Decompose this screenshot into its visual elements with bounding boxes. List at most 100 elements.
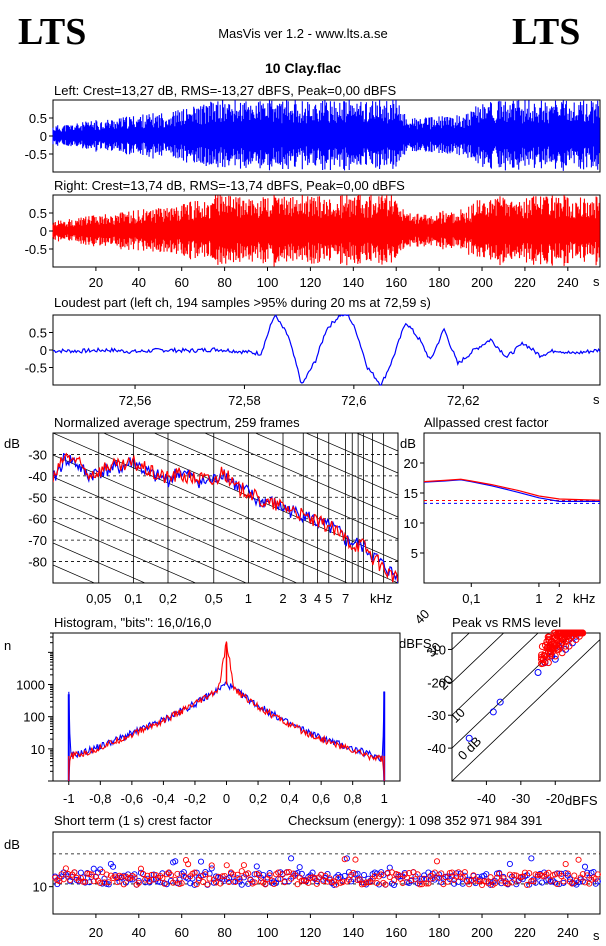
spectrum-slope-line — [305, 433, 398, 474]
x-tick-label: 100 — [257, 275, 279, 290]
scatter-point — [406, 870, 413, 877]
scatter-point — [313, 880, 320, 887]
x-tick-label: 0,2 — [249, 791, 267, 806]
scatter-point — [82, 878, 89, 885]
scatter-point — [556, 881, 563, 888]
waveform-signal — [52, 100, 600, 171]
scatter-point — [309, 869, 316, 876]
scatter-point — [544, 643, 552, 651]
scatter-point — [345, 876, 353, 883]
scatter-point — [131, 874, 138, 881]
scatter-point — [534, 872, 541, 879]
y-tick-label: 0 — [40, 343, 47, 358]
short-term-title: Short term (1 s) crest factor — [54, 813, 213, 828]
scatter-point — [180, 872, 187, 879]
spectrum-left-line — [53, 452, 398, 583]
short-term-ylabel: dB — [4, 837, 20, 852]
x-tick-label: 1 — [381, 791, 388, 806]
x-tick-label: 160 — [385, 275, 407, 290]
app-title: MasVis ver 1.2 - www.lts.a.se — [218, 26, 388, 41]
x-tick-label: 160 — [385, 925, 407, 940]
scatter-point — [391, 877, 398, 884]
crest-frame — [423, 432, 601, 584]
scatter-point — [110, 863, 117, 870]
scatter-point — [431, 869, 438, 876]
scatter-point — [489, 708, 497, 716]
peak-rms-ylabel: dBFS — [399, 636, 432, 651]
scatter-point — [208, 862, 215, 869]
scatter-point — [584, 872, 591, 879]
scatter-point — [373, 880, 380, 887]
spectrum-slope-line — [53, 609, 398, 759]
scatter-point — [354, 870, 361, 877]
scatter-point — [64, 870, 72, 878]
scatter-point — [161, 880, 168, 887]
x-tick-label: 140 — [342, 925, 364, 940]
scatter-point — [581, 863, 589, 870]
scatter-point — [360, 871, 368, 879]
y-tick-label: -40 — [427, 741, 446, 756]
crest-diagonal-label: 0 dB — [455, 733, 485, 763]
x-tick-label: -30 — [511, 791, 530, 806]
x-tick-label: 1 — [245, 591, 252, 606]
scatter-point — [172, 876, 179, 883]
y-tick-label: 0 — [40, 129, 47, 144]
y-tick-label: -10 — [427, 642, 446, 657]
scatter-point — [504, 880, 511, 887]
spectrum-right-line — [53, 452, 398, 583]
scatter-point — [547, 877, 554, 884]
scatter-point — [483, 871, 490, 878]
x-tick-label: 140 — [342, 275, 364, 290]
scatter-point — [230, 878, 237, 885]
scatter-point — [538, 651, 546, 659]
scatter-point — [350, 869, 357, 877]
scatter-point — [425, 880, 432, 887]
scatter-point — [541, 649, 549, 657]
x-tick-label: 220 — [514, 275, 536, 290]
spectrum-slope-line — [203, 433, 398, 518]
crest-diagonal — [452, 633, 574, 749]
y-tick-label: 100 — [23, 710, 45, 725]
scatter-point — [365, 879, 372, 886]
x-tick-label: -20 — [546, 791, 565, 806]
loudest-xunit: s — [593, 392, 600, 407]
spectrum-slope-line — [102, 433, 398, 562]
y-tick-label: 10 — [31, 742, 45, 757]
scatter-point — [363, 879, 370, 886]
scatter-point — [496, 870, 503, 877]
spectrum-slope-line — [153, 433, 398, 540]
spectrum-slope-line — [53, 763, 398, 913]
scatter-point — [232, 878, 239, 885]
scatter-point — [341, 856, 348, 863]
scatter-point — [560, 635, 568, 643]
spectrum-slope-line — [53, 587, 398, 737]
scatter-point — [341, 872, 348, 879]
scatter-point — [114, 879, 121, 886]
scatter-point — [485, 880, 492, 887]
scatter-point — [58, 871, 65, 878]
scatter-point — [461, 869, 468, 876]
scatter-point — [266, 870, 273, 877]
spectrum-slope-line — [53, 454, 349, 583]
spectrum-slope-line — [53, 520, 197, 583]
scatter-point — [255, 872, 262, 879]
scatter-point — [554, 880, 561, 887]
scatter-point — [185, 861, 192, 868]
scatter-point — [262, 881, 269, 888]
y-tick-label: -30 — [28, 447, 47, 462]
spectrum-slope-line — [53, 498, 248, 583]
x-tick-label: 0,6 — [312, 791, 330, 806]
scatter-point — [594, 871, 601, 878]
right-waveform-title: Right: Crest=13,74 dB, RMS=-13,74 dBFS, … — [54, 178, 405, 193]
x-tick-label: 3 — [300, 591, 307, 606]
scatter-point — [571, 872, 578, 879]
scatter-point — [554, 645, 562, 653]
short-term-xunit: s — [593, 928, 600, 943]
scatter-point — [212, 879, 220, 886]
x-tick-label: 0,5 — [205, 591, 223, 606]
peak-rms-right-points — [537, 629, 587, 668]
scatter-point — [465, 734, 473, 742]
scatter-point — [551, 871, 559, 878]
crest-title: Allpassed crest factor — [424, 415, 549, 430]
y-tick-label: 5 — [411, 546, 418, 561]
